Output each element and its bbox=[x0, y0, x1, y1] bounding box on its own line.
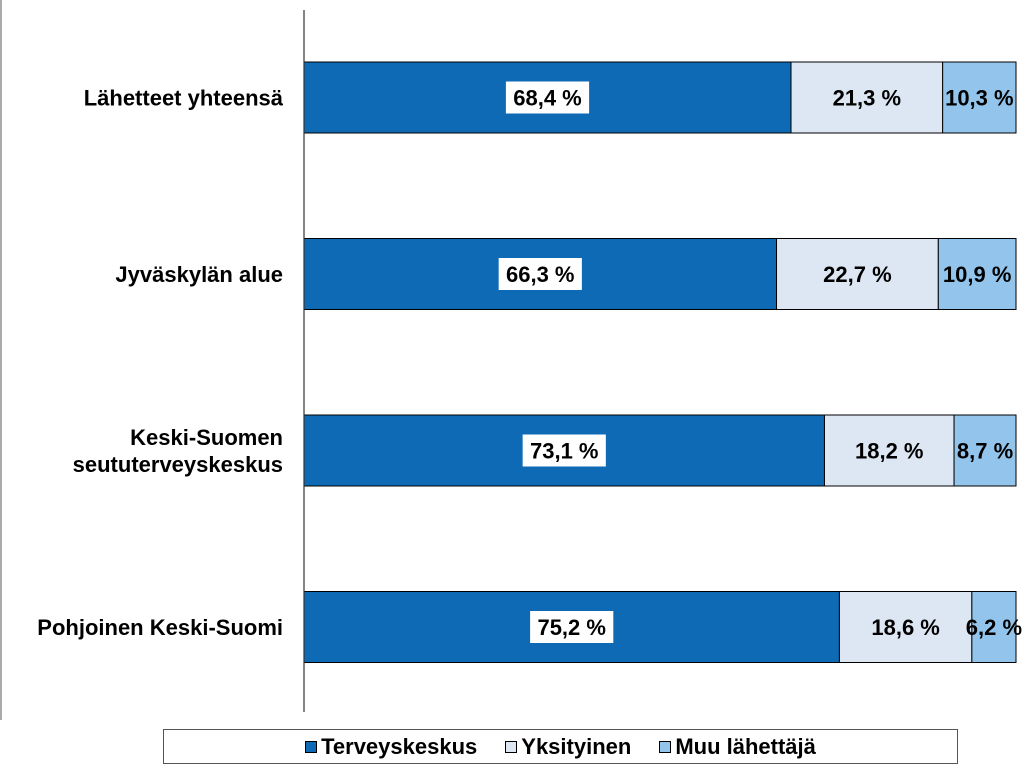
data-label-box bbox=[530, 611, 614, 643]
bar-segment bbox=[942, 61, 1017, 134]
chart-legend: Terveyskeskus Yksityinen Muu lähettäjä bbox=[163, 729, 958, 764]
legend-swatch bbox=[505, 740, 518, 753]
data-label: 22,7 % bbox=[823, 262, 892, 287]
legend-label: Muu lähettäjä bbox=[675, 733, 816, 759]
data-label-box bbox=[505, 81, 590, 114]
data-label: 68,4 % bbox=[513, 86, 582, 111]
category-label: Lähetteet yhteensä bbox=[84, 86, 284, 111]
data-label: 21,3 % bbox=[833, 86, 902, 111]
data-label: 10,3 % bbox=[945, 86, 1014, 111]
bar-segment bbox=[790, 61, 944, 134]
legend-item: Terveyskeskus bbox=[305, 734, 477, 760]
legend-swatch bbox=[305, 740, 318, 753]
legend-item: Muu lähettäjä bbox=[659, 734, 816, 760]
data-label: 18,6 % bbox=[871, 615, 940, 640]
legend-swatch bbox=[659, 740, 672, 753]
legend-label: Terveyskeskus bbox=[321, 733, 478, 759]
bar-segment bbox=[953, 414, 1017, 487]
category-label: Pohjoinen Keski-Suomi bbox=[37, 615, 283, 640]
bar-segment bbox=[776, 238, 939, 310]
bar-segment bbox=[971, 591, 1017, 663]
data-label: 75,2 % bbox=[537, 615, 606, 640]
data-label: 18,2 % bbox=[855, 439, 924, 464]
bar-segment bbox=[838, 591, 973, 663]
bar-segment bbox=[937, 238, 1017, 310]
legend-item: Yksityinen bbox=[505, 734, 631, 760]
chart-plot: Lähetteet yhteensä 68,4 % 21,3 % 10,3 % Jyvä… bbox=[0, 0, 1022, 720]
data-label-box bbox=[498, 258, 582, 290]
data-label: 73,1 % bbox=[530, 439, 599, 464]
data-label: 10,9 % bbox=[943, 262, 1012, 287]
legend-label: Yksityinen bbox=[521, 733, 632, 759]
bar-segment bbox=[823, 414, 955, 487]
category-label: Keski-Suomen seututerveyskeskus bbox=[73, 425, 283, 477]
category-label: Jyväskylän alue bbox=[115, 262, 283, 287]
data-label-box bbox=[522, 434, 606, 467]
data-label: 8,7 % bbox=[957, 439, 1013, 464]
data-label: 66,3 % bbox=[506, 262, 575, 287]
data-label: 6,2 % bbox=[966, 615, 1022, 640]
